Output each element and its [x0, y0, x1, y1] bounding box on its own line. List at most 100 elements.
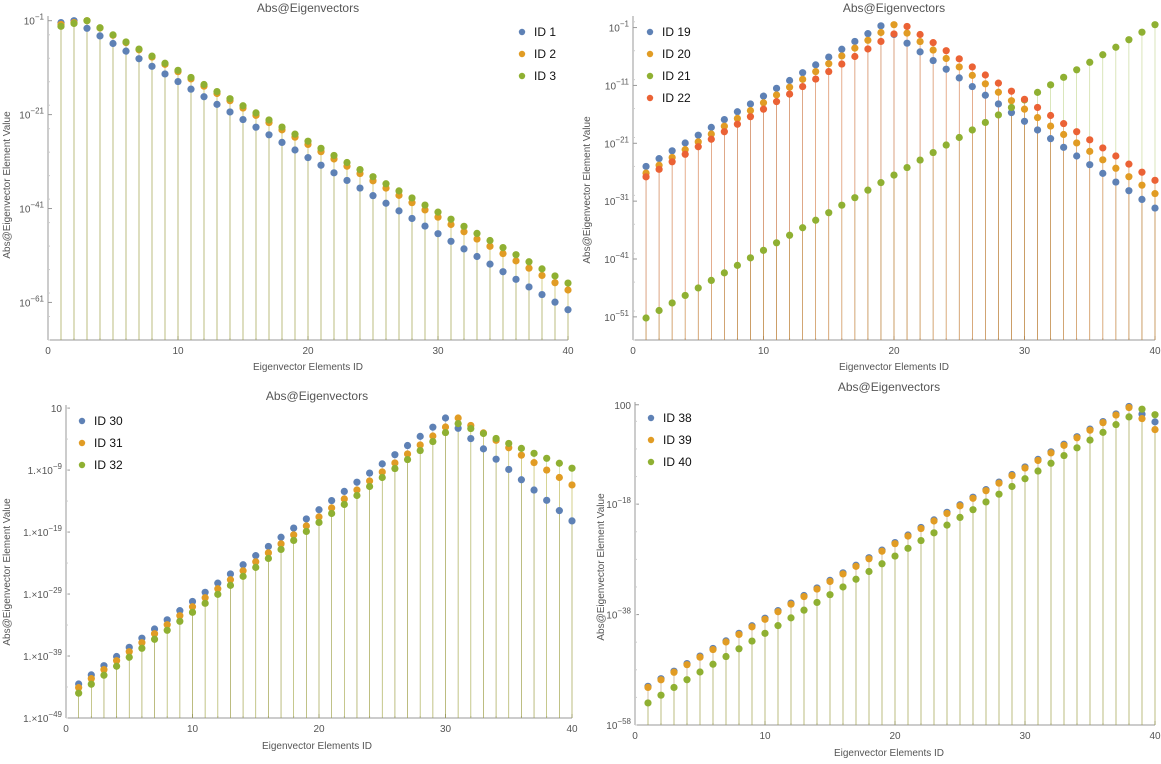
- data-point: [930, 529, 938, 537]
- data-point: [441, 423, 450, 431]
- data-point: [315, 513, 323, 521]
- data-point: [864, 36, 872, 44]
- data-point: [838, 201, 846, 209]
- legend-marker: [518, 50, 526, 58]
- data-point: [1112, 411, 1120, 419]
- data-point: [657, 676, 665, 684]
- data-point: [568, 517, 576, 525]
- data-point: [1086, 136, 1094, 144]
- data-point: [1099, 169, 1107, 177]
- y-axis-label: Abs@Eigenvector Element Value: [582, 116, 593, 264]
- data-point: [265, 131, 273, 139]
- x-tick-label: 40: [566, 724, 578, 735]
- data-point: [330, 151, 338, 160]
- data-point: [707, 123, 715, 131]
- data-point: [382, 199, 390, 207]
- data-point: [982, 498, 990, 506]
- data-point: [864, 30, 872, 38]
- data-point: [683, 661, 691, 669]
- data-point: [125, 653, 133, 661]
- data-point: [109, 31, 117, 39]
- data-point: [408, 194, 416, 202]
- data-point: [772, 98, 781, 106]
- data-point: [1047, 459, 1055, 467]
- data-point: [1020, 95, 1029, 103]
- data-point: [486, 242, 494, 250]
- data-point: [369, 173, 377, 181]
- data-point: [772, 91, 781, 99]
- data-point: [454, 419, 462, 428]
- data-point: [252, 552, 260, 560]
- data-point: [942, 54, 950, 63]
- data-point: [96, 24, 104, 32]
- data-point: [929, 148, 937, 157]
- data-point: [226, 581, 235, 589]
- data-point: [505, 439, 513, 448]
- data-point: [291, 130, 299, 138]
- data-point: [214, 590, 222, 598]
- data-point: [694, 284, 702, 292]
- data-point: [1021, 464, 1029, 472]
- y-tick-label: 10: [51, 404, 63, 415]
- data-point: [994, 111, 1002, 119]
- data-point: [720, 269, 728, 277]
- data-point: [746, 100, 755, 108]
- data-point: [187, 85, 195, 93]
- data-point: [942, 65, 950, 73]
- data-point: [429, 437, 437, 446]
- data-point: [709, 660, 717, 668]
- data-point: [1138, 181, 1146, 189]
- y-axis-label: Abs@Eigenvector Element Value: [2, 111, 13, 259]
- data-point: [657, 691, 665, 699]
- data-point: [70, 19, 78, 28]
- data-point: [995, 479, 1003, 487]
- data-point: [83, 17, 91, 25]
- data-point: [555, 507, 563, 515]
- data-point: [1125, 413, 1133, 421]
- data-point: [786, 90, 794, 98]
- data-point: [568, 481, 576, 489]
- legend-label: ID 22: [662, 91, 691, 105]
- data-point: [956, 513, 964, 521]
- data-point: [681, 139, 689, 147]
- data-point: [655, 165, 663, 173]
- data-point: [226, 95, 234, 103]
- chart-panel-bottom-right: 0 10 20 30 40 100 10−18 10−38 10−58 ID 38 ID 39 ID …: [580, 382, 1161, 764]
- data-point: [865, 567, 873, 576]
- data-point: [1007, 87, 1016, 95]
- data-point: [543, 496, 551, 504]
- data-point: [109, 39, 117, 48]
- data-point: [955, 133, 963, 142]
- data-point: [981, 80, 989, 88]
- data-point: [851, 37, 859, 46]
- data-point: [655, 155, 663, 163]
- data-point: [135, 45, 143, 53]
- legend-marker: [78, 461, 86, 469]
- data-point: [343, 176, 351, 185]
- legend-label: ID 31: [94, 436, 123, 450]
- data-point: [1099, 419, 1107, 427]
- data-point: [264, 542, 272, 551]
- data-point: [1073, 444, 1081, 452]
- data-point: [852, 575, 860, 583]
- data-point: [995, 490, 1003, 498]
- data-point: [694, 143, 702, 151]
- data-point: [670, 683, 678, 692]
- data-point: [353, 486, 361, 494]
- y-tick-label: 100: [614, 401, 631, 412]
- data-point: [213, 88, 221, 96]
- legend-marker: [646, 50, 654, 58]
- data-point: [851, 194, 859, 202]
- data-point: [353, 478, 361, 486]
- data-point: [994, 79, 1002, 87]
- data-point: [890, 30, 898, 38]
- data-point: [772, 239, 781, 247]
- data-point: [1086, 426, 1094, 434]
- data-point: [188, 608, 197, 616]
- legend-marker: [518, 72, 526, 80]
- data-point: [786, 83, 794, 91]
- data-point: [391, 459, 399, 467]
- data-point: [479, 445, 488, 453]
- data-point: [1047, 111, 1055, 120]
- x-tick-label: 20: [888, 346, 900, 357]
